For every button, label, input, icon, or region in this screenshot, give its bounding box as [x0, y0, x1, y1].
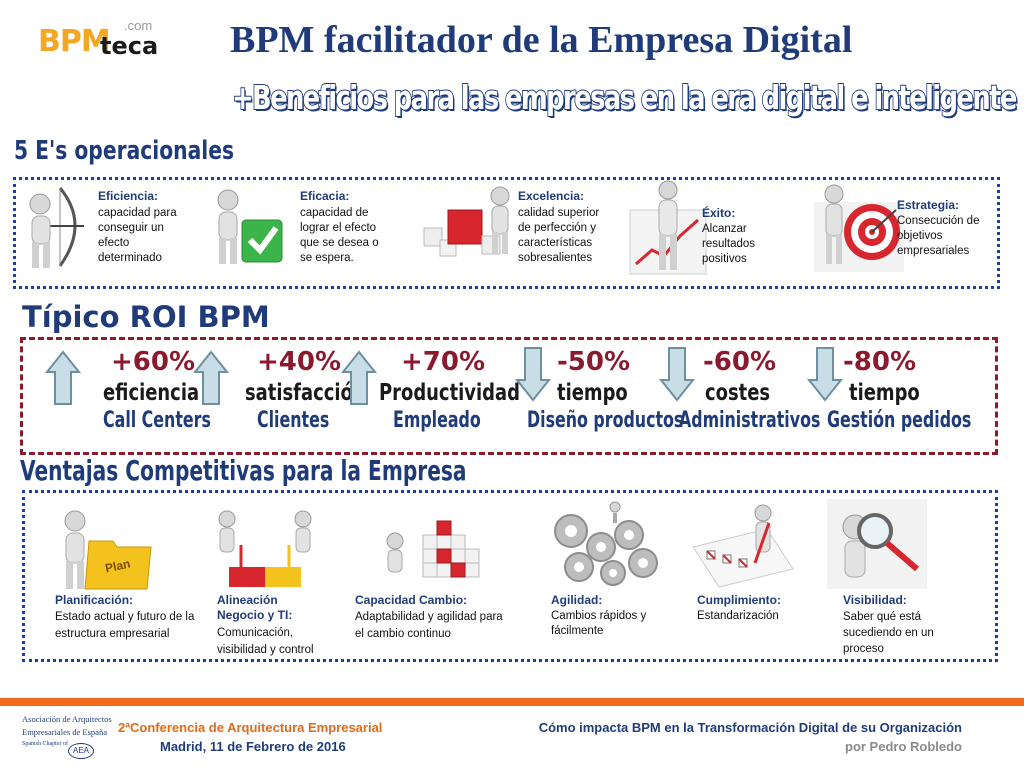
- item-text: Consecución de objetivos empresariales: [897, 215, 980, 257]
- item-text: Estado actual y futuro de la estructura …: [55, 611, 195, 640]
- target-figure-icon: [814, 184, 904, 272]
- talk-author: por Pedro Robledo: [845, 739, 962, 754]
- item-title: Visibilidad:: [843, 593, 907, 607]
- item-title: Estrategia:: [897, 198, 960, 212]
- conference-name: 2ªConferencia de Arquitectura Empresaria…: [118, 720, 383, 735]
- up-arrow-icon: [45, 350, 81, 405]
- up-arrow-icon: [341, 350, 377, 405]
- item-text: Comunicación, visibilidad y control: [217, 627, 314, 656]
- competitive-advantages-panel: Plan Planificación: Estado actual y futu…: [22, 490, 998, 662]
- item-title: Éxito:: [702, 206, 736, 220]
- down-arrow-icon: [515, 347, 551, 402]
- item-text: capacidad de lograr el efecto que se des…: [300, 207, 379, 264]
- roi-area: Diseño productos: [527, 408, 684, 433]
- item-title: Eficiencia:: [98, 189, 159, 203]
- down-arrow-icon: [659, 347, 695, 402]
- item-title: Excelencia:: [518, 189, 585, 203]
- aea-logo-line1: Asociación de Arquitectos: [22, 714, 112, 724]
- roi-metric: costes: [705, 380, 771, 406]
- conference-place-date: Madrid, 11 de Febrero de 2016: [160, 739, 346, 754]
- aea-logo: Asociación de Arquitectos Empresariales …: [22, 713, 112, 759]
- down-arrow-icon: [807, 347, 843, 402]
- roi-area: Call Centers: [103, 408, 211, 433]
- item-title: Capacidad Cambio:: [355, 593, 468, 607]
- roi-metric: tiempo: [557, 380, 628, 406]
- page-subtitle: +Beneficios para las empresas en la era …: [231, 77, 1018, 118]
- cube-blocks-figure-icon: [386, 520, 480, 578]
- roi-metric: satisfacción: [245, 380, 366, 406]
- footer-divider: [0, 698, 1024, 706]
- checkmark-figure-icon: [217, 189, 283, 264]
- roi-area: Gestión pedidos: [827, 408, 972, 433]
- roi-area: Empleado: [393, 408, 481, 433]
- aea-abbr: AEA: [68, 743, 94, 759]
- item-text: Saber qué está sucediendo en un proceso: [843, 611, 934, 655]
- archer-figure-icon: [29, 187, 84, 268]
- magnifier-figure-icon: [827, 499, 927, 589]
- roi-percentage: +70%: [401, 347, 486, 377]
- section-heading-roi: Típico ROI BPM: [22, 300, 270, 334]
- roi-percentage: -80%: [843, 347, 917, 377]
- roi-metric: eficiencia: [103, 380, 200, 406]
- bpmteca-logo: BPM teca .com: [38, 18, 168, 68]
- aea-logo-line2: Empresariales de España: [22, 727, 107, 737]
- section-heading-5es: 5 E's operacionales: [14, 136, 235, 166]
- page-title: BPM facilitador de la Empresa Digital: [230, 19, 853, 61]
- item-title: Cumplimiento:: [697, 593, 781, 607]
- item-text: Adaptabilidad y agilidad para el cambio …: [355, 611, 503, 640]
- roi-metric: tiempo: [849, 380, 920, 406]
- operational-es-panel: Eficiencia: capacidad para conseguir un …: [13, 177, 1000, 289]
- puzzle-paint-figure-icon: [218, 510, 312, 587]
- item-text: Cambios rápidos y fácilmente: [551, 610, 647, 637]
- success-chart-figure-icon: [629, 180, 707, 275]
- roi-percentage: -60%: [703, 347, 777, 377]
- roi-metric: Productividad: [379, 380, 520, 406]
- logo-bpm-text: BPM: [38, 24, 111, 59]
- item-title: Planificación:: [55, 593, 134, 607]
- logo-com-text: .com: [124, 18, 153, 33]
- logo-teca-text: teca: [100, 32, 159, 60]
- roi-area: Administrativos: [679, 408, 821, 433]
- section-heading-advantages: Ventajas Competitivas para la Empresa: [20, 454, 467, 487]
- red-cube-figure-icon: [423, 186, 510, 257]
- roi-percentage: -50%: [557, 347, 631, 377]
- gears-figure-icon: [554, 501, 658, 586]
- up-arrow-icon: [193, 350, 229, 405]
- item-title: Agilidad:: [551, 593, 603, 607]
- roi-panel: +60% eficiencia Call Centers +40% satisf…: [20, 337, 998, 455]
- talk-title: Cómo impacta BPM en la Transformación Di…: [538, 720, 962, 735]
- item-title: Alineación Negocio y TI:: [217, 593, 293, 622]
- roi-percentage: +60%: [111, 347, 196, 377]
- item-title: Eficacia:: [300, 189, 350, 203]
- item-text: calidad superior de perfección y caracte…: [518, 207, 600, 264]
- item-text: Alcanzar resultados positivos: [702, 223, 756, 265]
- aea-logo-line3: Spanish Chapter of: [22, 741, 68, 747]
- item-text: capacidad para conseguir un efecto deter…: [98, 207, 177, 264]
- item-text: Estandarización: [697, 610, 779, 622]
- roi-percentage: +40%: [257, 347, 342, 377]
- checklist-figure-icon: [692, 504, 794, 588]
- roi-area: Clientes: [257, 408, 330, 433]
- plan-folder-figure-icon: [64, 510, 152, 590]
